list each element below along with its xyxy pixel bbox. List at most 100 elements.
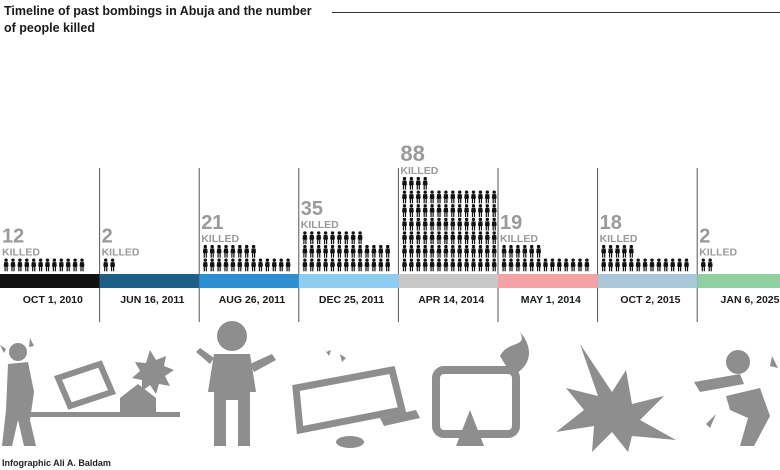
- timeline-band: [597, 274, 698, 288]
- person-figure: [457, 258, 463, 272]
- person-figure: [457, 204, 463, 217]
- person-figure: [216, 258, 222, 272]
- person-figure: [508, 258, 514, 272]
- person-figure: [415, 176, 421, 190]
- person-figure: [364, 244, 370, 258]
- person-figure: [402, 217, 407, 231]
- bar: [700, 258, 713, 272]
- person-figure: [477, 204, 483, 217]
- person-figure: [450, 190, 456, 204]
- person-figure: [522, 258, 528, 272]
- person-figure: [402, 258, 407, 272]
- killed-label: KILLED: [301, 219, 339, 231]
- person-figure: [570, 258, 576, 272]
- date-tick-label: DEC 25, 2011: [319, 294, 385, 306]
- person-figure: [244, 244, 250, 258]
- person-figure: [422, 244, 428, 258]
- person-figure: [65, 258, 71, 272]
- person-figure: [103, 258, 109, 272]
- timeline-band: [298, 274, 399, 288]
- person-figure: [601, 258, 607, 272]
- bomber-figure-icon: [196, 321, 276, 446]
- person-figure: [429, 244, 435, 258]
- person-figure: [415, 190, 421, 204]
- person-figure: [350, 231, 356, 245]
- timeline-band: [498, 274, 598, 288]
- bar: [202, 244, 291, 272]
- person-figure: [615, 258, 620, 272]
- person-figure: [309, 231, 315, 245]
- person-figure: [464, 231, 470, 245]
- person-figure: [471, 231, 476, 245]
- timeline-band: [99, 274, 200, 288]
- bar: [601, 244, 689, 272]
- person-figure: [330, 258, 335, 272]
- person-figure: [464, 217, 470, 231]
- data-label: 12: [2, 225, 24, 247]
- person-figure: [336, 258, 342, 272]
- person-figure: [364, 258, 370, 272]
- person-figure: [484, 190, 490, 204]
- person-figure: [450, 244, 456, 258]
- date-tick-label: JAN 6, 2025: [721, 294, 780, 306]
- person-figure: [31, 258, 37, 272]
- person-figure: [471, 204, 476, 217]
- person-figure: [457, 231, 463, 245]
- chart-title: Timeline of past bombings in Abuja and t…: [4, 3, 324, 37]
- wrecked-car-icon: [30, 360, 180, 417]
- person-figure: [264, 258, 270, 272]
- person-figure: [323, 258, 329, 272]
- person-figure: [443, 258, 449, 272]
- bar: [302, 231, 391, 272]
- person-figure: [601, 244, 607, 258]
- person-figure: [223, 258, 229, 272]
- injured-person-icon: [0, 338, 36, 446]
- person-figure: [615, 244, 620, 258]
- blast-figure-icon: [694, 350, 778, 446]
- person-figure: [316, 231, 322, 245]
- killed-label: KILLED: [201, 233, 239, 245]
- person-figure: [450, 231, 456, 245]
- person-figure: [529, 258, 535, 272]
- person-figure: [323, 244, 329, 258]
- person-figure: [484, 217, 490, 231]
- person-figure: [684, 258, 689, 272]
- date-tick-label: OCT 1, 2010: [23, 294, 83, 306]
- person-figure: [628, 258, 634, 272]
- person-figure: [323, 231, 329, 245]
- person-figure: [330, 244, 335, 258]
- person-figure: [415, 244, 421, 258]
- person-figure: [429, 190, 435, 204]
- bar: [3, 258, 85, 272]
- person-figure: [656, 258, 662, 272]
- person-figure: [464, 258, 470, 272]
- person-figure: [484, 244, 490, 258]
- person-figure: [436, 231, 442, 245]
- person-figure: [309, 258, 315, 272]
- person-figure: [635, 258, 641, 272]
- person-figure: [457, 244, 463, 258]
- person-figure: [543, 258, 548, 272]
- person-figure: [357, 258, 363, 272]
- timeline-band: [398, 274, 498, 288]
- person-figure: [464, 244, 470, 258]
- person-figure: [436, 244, 442, 258]
- person-figure: [285, 258, 291, 272]
- bar: [402, 176, 497, 272]
- person-figure: [536, 244, 542, 258]
- killed-label: KILLED: [102, 246, 140, 258]
- person-figure: [477, 244, 483, 258]
- person-figure: [563, 258, 569, 272]
- person-figure: [237, 258, 243, 272]
- person-figure: [415, 258, 421, 272]
- person-figure: [415, 204, 421, 217]
- killed-label: KILLED: [699, 246, 737, 258]
- person-figure: [422, 258, 428, 272]
- person-figure: [402, 176, 407, 190]
- person-figure: [436, 190, 442, 204]
- person-figure: [491, 258, 497, 272]
- person-figure: [408, 217, 414, 231]
- person-figure: [477, 190, 483, 204]
- person-figure: [621, 258, 627, 272]
- explosion-burst-icon: [556, 344, 676, 452]
